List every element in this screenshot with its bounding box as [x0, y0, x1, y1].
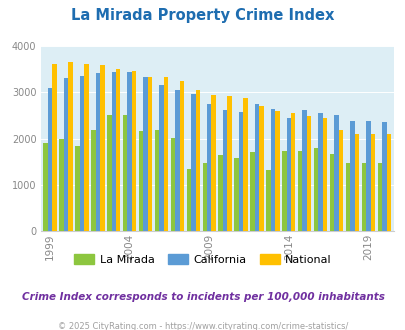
Bar: [147, 77, 152, 231]
Bar: [381, 122, 386, 231]
Bar: [43, 143, 48, 231]
Bar: [132, 71, 136, 231]
Bar: [275, 111, 279, 231]
Bar: [313, 148, 318, 231]
Bar: [345, 163, 350, 231]
Bar: [52, 64, 57, 231]
Bar: [75, 146, 79, 231]
Bar: [234, 158, 238, 231]
Bar: [207, 104, 211, 231]
Bar: [202, 163, 207, 231]
Bar: [333, 115, 338, 231]
Bar: [79, 76, 84, 231]
Bar: [195, 90, 200, 231]
Bar: [297, 150, 302, 231]
Bar: [302, 110, 306, 231]
Bar: [143, 77, 147, 231]
Bar: [354, 134, 358, 231]
Bar: [154, 130, 159, 231]
Bar: [386, 134, 390, 231]
Bar: [222, 110, 227, 231]
Legend: La Mirada, California, National: La Mirada, California, National: [74, 254, 331, 265]
Bar: [96, 73, 100, 231]
Bar: [290, 113, 295, 231]
Text: La Mirada Property Crime Index: La Mirada Property Crime Index: [71, 8, 334, 23]
Bar: [171, 138, 175, 231]
Bar: [258, 106, 263, 231]
Bar: [100, 65, 104, 231]
Bar: [84, 64, 88, 231]
Text: Crime Index corresponds to incidents per 100,000 inhabitants: Crime Index corresponds to incidents per…: [21, 292, 384, 302]
Bar: [306, 116, 311, 231]
Bar: [227, 96, 231, 231]
Bar: [338, 130, 342, 231]
Bar: [179, 81, 183, 231]
Bar: [286, 118, 290, 231]
Bar: [377, 163, 381, 231]
Bar: [270, 109, 275, 231]
Bar: [139, 131, 143, 231]
Bar: [111, 72, 116, 231]
Bar: [238, 112, 243, 231]
Bar: [365, 121, 370, 231]
Bar: [186, 169, 191, 231]
Bar: [211, 95, 215, 231]
Bar: [175, 90, 179, 231]
Bar: [318, 113, 322, 231]
Bar: [254, 104, 258, 231]
Bar: [191, 94, 195, 231]
Bar: [370, 134, 374, 231]
Bar: [48, 88, 52, 231]
Bar: [250, 152, 254, 231]
Bar: [59, 139, 64, 231]
Bar: [64, 78, 68, 231]
Bar: [107, 115, 111, 231]
Bar: [116, 69, 120, 231]
Bar: [281, 151, 286, 231]
Bar: [243, 98, 247, 231]
Bar: [361, 163, 365, 231]
Text: © 2025 CityRating.com - https://www.cityrating.com/crime-statistics/: © 2025 CityRating.com - https://www.city…: [58, 322, 347, 330]
Bar: [127, 72, 132, 231]
Bar: [350, 121, 354, 231]
Bar: [159, 85, 163, 231]
Bar: [68, 62, 72, 231]
Bar: [218, 155, 222, 231]
Bar: [266, 171, 270, 231]
Bar: [91, 130, 96, 231]
Bar: [329, 154, 333, 231]
Bar: [163, 77, 168, 231]
Bar: [123, 115, 127, 231]
Bar: [322, 118, 326, 231]
